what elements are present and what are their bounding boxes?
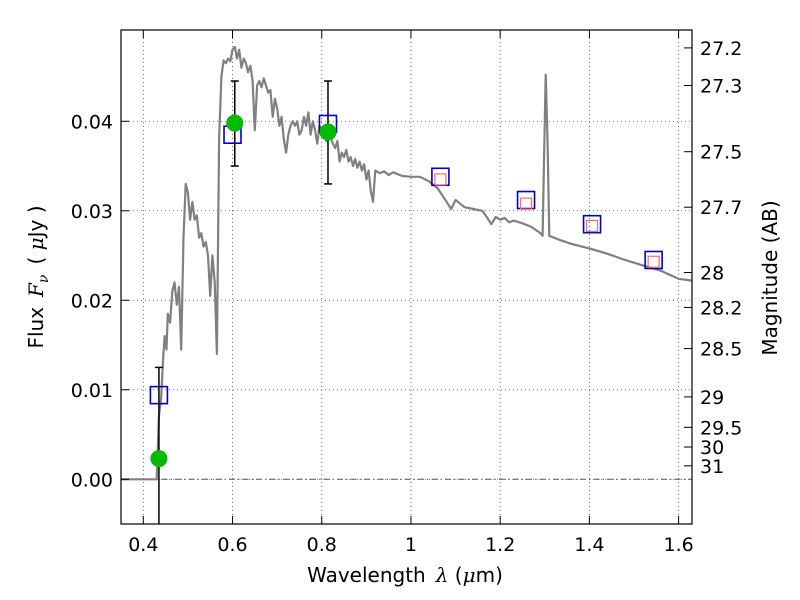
y2-tick-label: 29	[700, 387, 724, 409]
model-bandpass-marker	[149, 385, 169, 405]
model-bandpass-marker	[582, 214, 602, 234]
grid-lines	[121, 30, 692, 524]
model-bandpass-markers	[149, 114, 663, 405]
y2-tick-label: 28.2	[700, 297, 742, 319]
x-tick-label: 1.2	[485, 534, 515, 556]
y2-tick-label: 31	[700, 456, 724, 478]
observed-photometry-point	[226, 114, 244, 132]
x-tick-label: 0.8	[307, 534, 337, 556]
observed-photometry-point	[319, 123, 337, 141]
y2-tick-label: 30	[700, 437, 724, 459]
y2-tick-label: 28.5	[700, 339, 742, 361]
y-tick-label: 0.01	[71, 380, 113, 402]
model-sed-line	[121, 45, 693, 481]
upper-limit-marker	[519, 197, 533, 210]
y-tick-label: 0.04	[71, 111, 113, 133]
y2-tick-label: 27.5	[700, 142, 742, 164]
y-tick-label: 0.00	[71, 469, 113, 491]
upper-limit-marker	[434, 173, 447, 186]
model-bandpass-marker	[644, 250, 663, 270]
x-tick-label: 1	[405, 534, 417, 556]
y2-tick-label: 27.7	[700, 197, 742, 219]
y-axis-title: FluxFν( μJy )	[24, 205, 52, 348]
y-tick-label: 0.02	[71, 290, 113, 312]
x-tick-label: 0.4	[128, 534, 158, 556]
upper-limit-marker	[647, 255, 660, 268]
upper-limit-markers	[434, 173, 660, 268]
y-axis-ticks: 0.00 0.01 0.02 0.03 0.04	[71, 111, 129, 491]
observed-photometry-markers	[150, 114, 337, 468]
upper-limit-marker	[585, 219, 599, 233]
x-tick-label: 1.4	[574, 534, 604, 556]
x-tick-label: 1.6	[664, 534, 694, 556]
y-tick-label: 0.03	[71, 201, 113, 223]
y2-tick-label: 27.2	[700, 38, 742, 60]
plot-frame	[120, 29, 693, 525]
y2-tick-label: 27.3	[700, 75, 742, 97]
x-axis-ticks: 0.4 0.6 0.8 1 1.2 1.4 1.6	[128, 30, 694, 556]
y2-tick-label: 28	[700, 263, 724, 285]
y2-tick-label: 29.5	[700, 417, 742, 439]
observed-photometry-point	[150, 450, 168, 468]
y2-axis-title: Magnitude (AB)	[758, 200, 782, 355]
x-tick-label: 0.6	[217, 534, 247, 556]
x-axis-title: Wavelength λ (μm)	[307, 563, 503, 587]
